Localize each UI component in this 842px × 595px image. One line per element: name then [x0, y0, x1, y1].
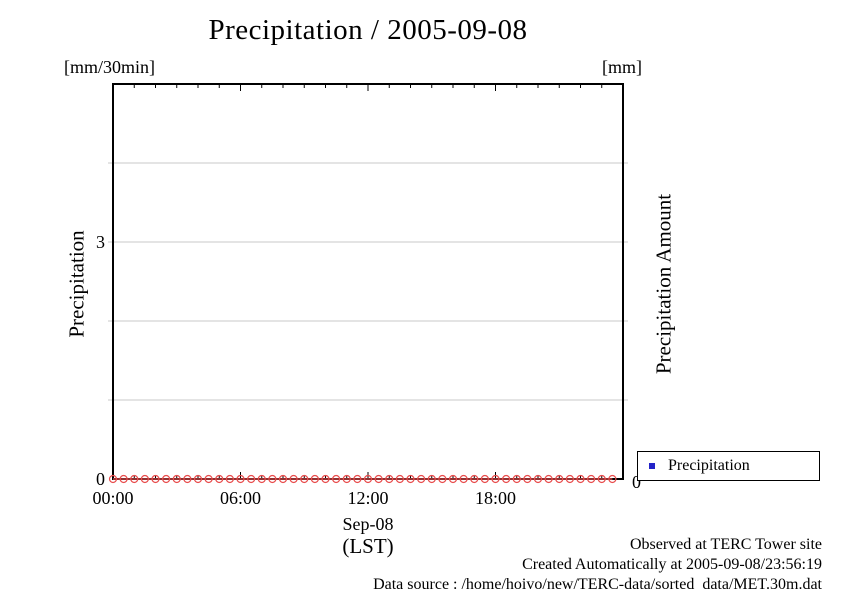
data-point	[140, 474, 149, 484]
data-point	[342, 474, 351, 484]
data-point	[406, 474, 415, 484]
data-point	[523, 474, 532, 484]
data-point	[353, 474, 362, 484]
x-tick-label: 06:00	[219, 488, 261, 508]
data-point	[438, 474, 447, 484]
data-point	[119, 474, 128, 484]
plot-border	[112, 83, 624, 480]
left-axis-unit: [mm/30min]	[64, 57, 155, 77]
data-point	[491, 474, 500, 484]
data-point	[183, 474, 192, 484]
right-axis-unit: [mm]	[602, 57, 642, 77]
note-data-source: Data source : /home/hoivo/new/TERC-data/…	[373, 576, 822, 593]
legend-label: Precipitation	[668, 457, 750, 474]
data-point	[236, 474, 245, 484]
data-point	[533, 474, 543, 484]
right-axis-title: Precipitation Amount	[651, 193, 676, 375]
note-observed-site: Observed at TERC Tower site	[629, 536, 822, 553]
data-point	[289, 474, 298, 484]
data-point	[427, 474, 436, 484]
data-point	[417, 474, 426, 484]
data-point	[215, 474, 224, 484]
data-point	[268, 474, 277, 484]
data-point	[300, 474, 309, 484]
data-point	[459, 474, 468, 484]
data-point	[247, 474, 256, 484]
data-point	[332, 474, 341, 484]
legend-marker-icon	[649, 463, 655, 469]
y-left-tick-label: 3	[96, 232, 105, 252]
data-point	[204, 474, 213, 484]
x-axis-timezone-label: (LST)	[342, 534, 394, 558]
data-point	[512, 474, 521, 484]
data-point	[162, 474, 171, 484]
x-tick-label: 00:00	[92, 488, 134, 508]
data-point	[193, 474, 203, 484]
data-point	[151, 474, 160, 484]
data-point	[576, 474, 585, 484]
legend: Precipitation	[637, 451, 820, 481]
annotation-block: Observed at TERC Tower site Created Auto…	[373, 535, 822, 595]
data-point	[310, 474, 319, 484]
data-point	[278, 474, 288, 484]
data-point	[608, 474, 617, 484]
x-axis-date-label: Sep-08	[342, 514, 394, 534]
x-tick-label: 12:00	[347, 488, 389, 508]
data-point	[555, 474, 564, 484]
data-point	[470, 474, 479, 484]
data-point	[321, 474, 330, 484]
data-point	[502, 474, 511, 484]
y-left-tick-label: 0	[96, 469, 105, 489]
data-point	[363, 474, 373, 484]
data-point	[225, 474, 234, 484]
data-point	[172, 474, 181, 484]
data-point	[448, 474, 458, 484]
x-tick-label: 18:00	[474, 488, 516, 508]
data-point	[395, 474, 404, 484]
data-point	[385, 474, 394, 484]
data-point	[480, 474, 489, 484]
data-point	[565, 474, 574, 484]
data-point	[374, 474, 383, 484]
data-point	[130, 474, 139, 484]
note-created-timestamp: Created Automatically at 2005-09-08/23:5…	[522, 556, 822, 573]
y-right-tick-label: 0	[632, 472, 641, 492]
data-point	[587, 474, 596, 484]
data-point	[108, 474, 118, 484]
data-point	[597, 474, 606, 484]
chart-title: Precipitation / 2005-09-08	[208, 14, 528, 46]
data-point	[544, 474, 553, 484]
data-point	[257, 474, 266, 484]
